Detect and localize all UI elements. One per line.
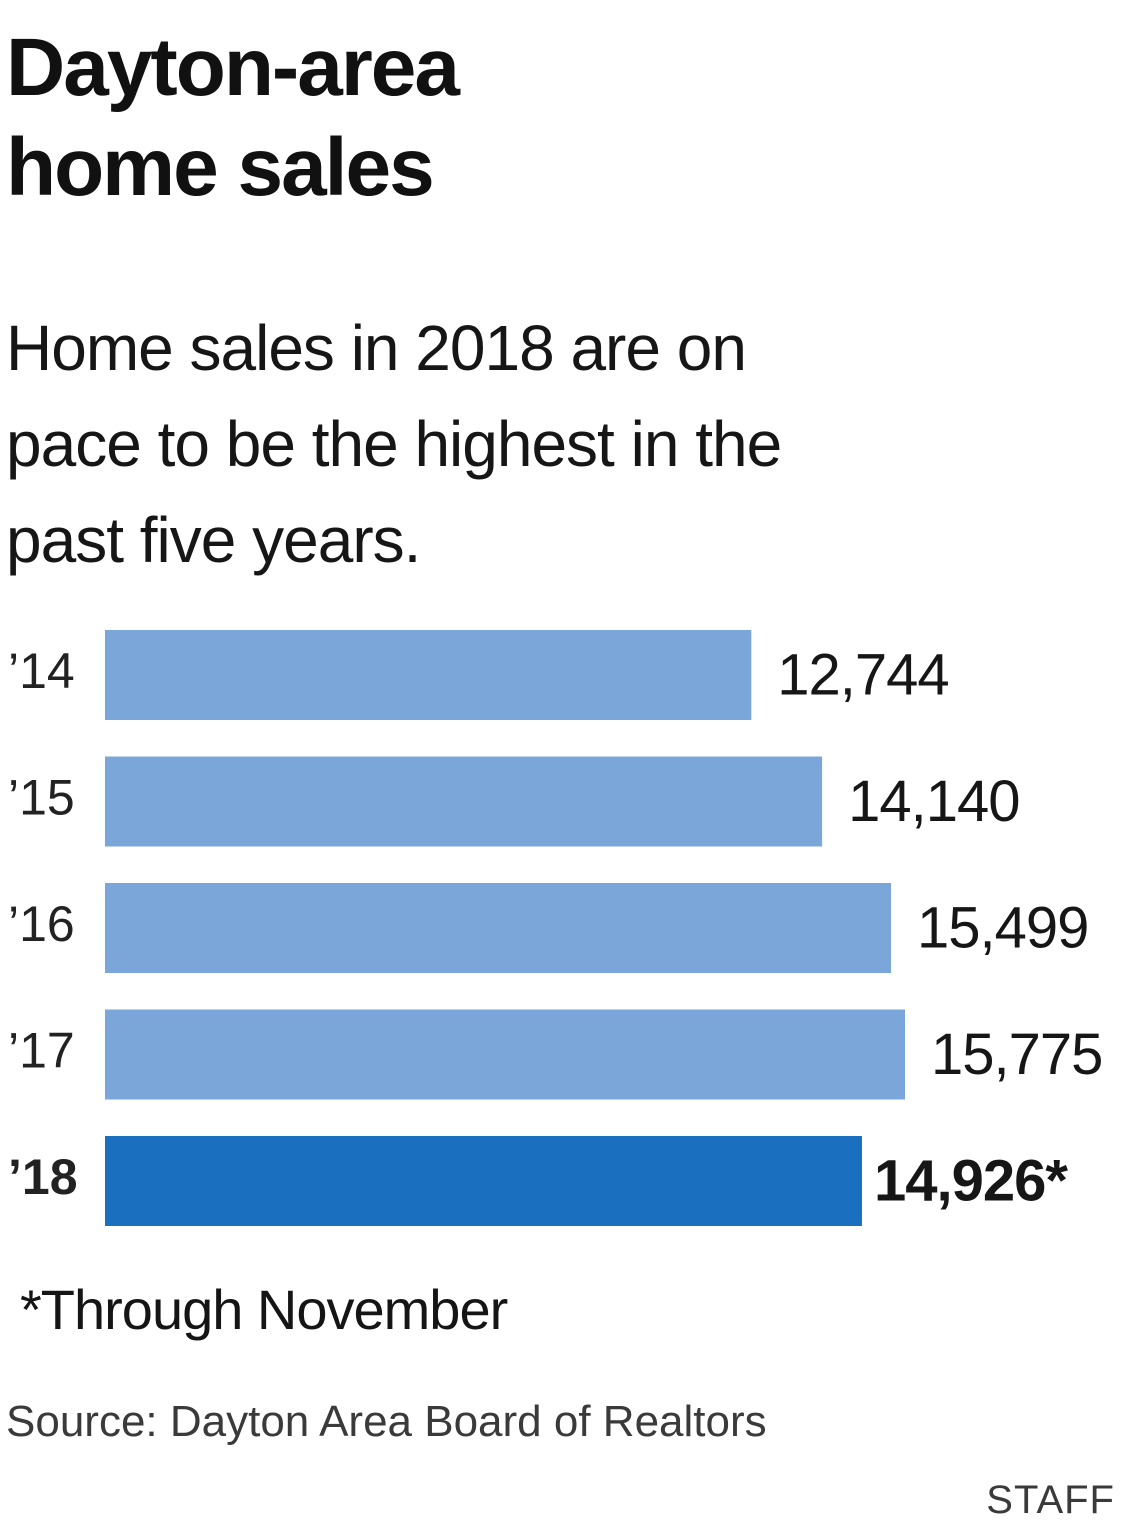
title-line-1: Dayton-area	[6, 22, 460, 113]
subtitle-line-1: Home sales in 2018 are on	[6, 312, 747, 384]
source-note: Source: Dayton Area Board of Realtors	[6, 1397, 767, 1446]
footnote: *Through November	[20, 1278, 508, 1341]
category-label: ’17	[8, 1023, 75, 1079]
category-label: ’14	[8, 643, 75, 699]
subtitle-line-2: pace to be the highest in the	[6, 408, 782, 480]
chart-subtitle: Home sales in 2018 are on pace to be the…	[6, 300, 1106, 588]
subtitle-line-3: past five years.	[6, 504, 421, 576]
bar	[105, 630, 752, 720]
category-label: ’18	[8, 1149, 78, 1205]
value-label: 14,140	[848, 769, 1019, 834]
value-label: 15,775	[931, 1022, 1102, 1087]
value-label: 14,926*	[874, 1148, 1068, 1213]
bar	[105, 883, 892, 973]
value-label: 12,744	[777, 642, 948, 707]
bar	[105, 1009, 905, 1100]
category-label: ’15	[8, 770, 75, 826]
chart-title: Dayton-area home sales	[6, 18, 1106, 218]
title-line-2: home sales	[6, 122, 435, 213]
value-label: 15,499	[917, 895, 1088, 960]
credit-label: STAFF	[986, 1478, 1115, 1522]
bar-chart: ’14 12,744 ’15 14,140 ’16 15,499 ’17 15,775 ’18 1…	[8, 630, 1103, 1226]
bar	[105, 756, 823, 847]
category-label: ’16	[8, 896, 75, 952]
bar-highlight	[105, 1136, 862, 1226]
